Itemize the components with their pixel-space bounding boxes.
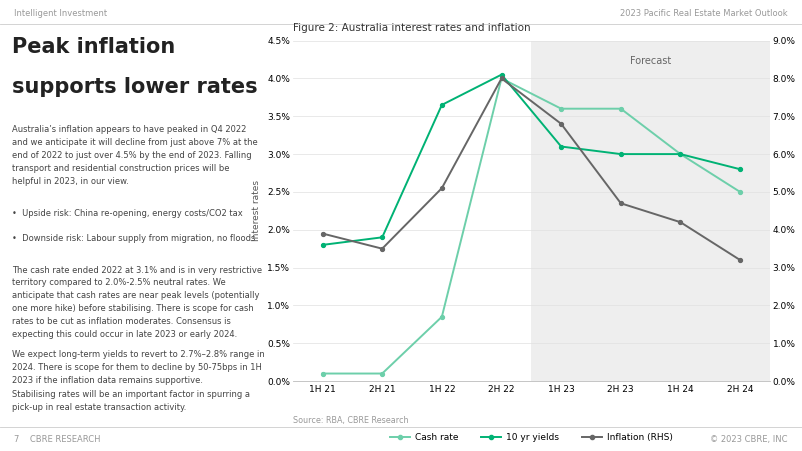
Cash rate: [437, 314, 447, 319]
Text: •  Downside risk: Labour supply from migration, no floods: • Downside risk: Labour supply from migr…: [12, 234, 255, 243]
Line: Cash rate: Cash rate: [321, 77, 742, 376]
Inflation (RHS): [616, 201, 626, 206]
Inflation (RHS): [496, 76, 506, 81]
Text: Peak inflation: Peak inflation: [12, 37, 176, 57]
Y-axis label: Interest rates: Interest rates: [253, 180, 261, 241]
Inflation (RHS): [437, 185, 447, 191]
Line: Inflation (RHS): Inflation (RHS): [321, 77, 742, 262]
Text: The cash rate ended 2022 at 3.1% and is in very restrictive
territory compared t: The cash rate ended 2022 at 3.1% and is …: [12, 266, 262, 339]
Cash rate: [318, 371, 327, 376]
10 yr yields: [616, 152, 626, 157]
Text: Australia’s inflation appears to have peaked in Q4 2022
and we anticipate it wil: Australia’s inflation appears to have pe…: [12, 125, 257, 185]
10 yr yields: [557, 144, 566, 149]
Text: © 2023 CBRE, INC: © 2023 CBRE, INC: [710, 435, 788, 444]
Cash rate: [675, 152, 685, 157]
Cash rate: [616, 106, 626, 111]
Y-axis label: Inflation: Inflation: [800, 192, 802, 230]
Text: Stabilising rates will be an important factor in spurring a
pick-up in real esta: Stabilising rates will be an important f…: [12, 390, 250, 412]
Text: We expect long-term yields to revert to 2.7%–2.8% range in
2024. There is scope : We expect long-term yields to revert to …: [12, 350, 265, 385]
Cash rate: [496, 76, 506, 81]
10 yr yields: [496, 72, 506, 78]
Text: supports lower rates: supports lower rates: [12, 77, 257, 97]
10 yr yields: [735, 166, 745, 172]
Cash rate: [378, 371, 387, 376]
10 yr yields: [378, 235, 387, 240]
Inflation (RHS): [675, 220, 685, 225]
Text: 2023 Pacific Real Estate Market Outlook: 2023 Pacific Real Estate Market Outlook: [620, 9, 788, 18]
Bar: [531, 41, 770, 381]
10 yr yields: [318, 242, 327, 248]
Cash rate: [557, 106, 566, 111]
Cash rate: [735, 189, 745, 195]
Text: Intelligent Investment: Intelligent Investment: [14, 9, 107, 18]
Inflation (RHS): [557, 121, 566, 127]
Text: Figure 2: Australia interest rates and inflation: Figure 2: Australia interest rates and i…: [293, 23, 530, 33]
Inflation (RHS): [318, 231, 327, 236]
Inflation (RHS): [735, 258, 745, 263]
Text: Source: RBA, CBRE Research: Source: RBA, CBRE Research: [293, 416, 408, 425]
Line: 10 yr yields: 10 yr yields: [321, 73, 742, 247]
Text: 7    CBRE RESEARCH: 7 CBRE RESEARCH: [14, 435, 101, 444]
10 yr yields: [675, 152, 685, 157]
10 yr yields: [437, 102, 447, 108]
Inflation (RHS): [378, 246, 387, 251]
Legend: Cash rate, 10 yr yields, Inflation (RHS): Cash rate, 10 yr yields, Inflation (RHS): [386, 430, 677, 446]
Text: Forecast: Forecast: [630, 56, 671, 66]
Text: •  Upside risk: China re-opening, energy costs/CO2 tax: • Upside risk: China re-opening, energy …: [12, 209, 243, 218]
